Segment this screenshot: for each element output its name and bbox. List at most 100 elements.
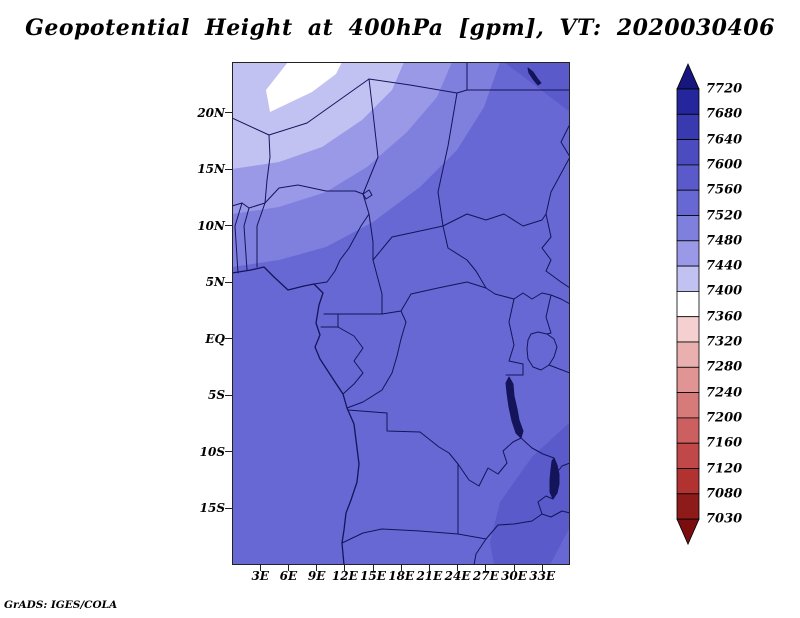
colorbar-label: 7160	[706, 435, 743, 451]
y-axis-label: 5N	[205, 275, 225, 290]
x-axis-label: 27E	[472, 569, 499, 583]
colorbar-segment	[676, 316, 700, 343]
country-border	[243, 207, 250, 271]
map-svg	[232, 62, 570, 565]
colorbar-segment	[676, 442, 700, 469]
colorbar-segment	[676, 88, 700, 115]
colorbar-label: 7440	[706, 258, 743, 274]
y-axis-tick	[225, 168, 232, 170]
y-axis-label: 5S	[207, 388, 225, 403]
colorbar-segment	[676, 341, 700, 368]
colorbar-segment	[676, 366, 700, 393]
country-border	[442, 213, 547, 227]
country-border	[264, 134, 271, 204]
colorbar-label: 7400	[706, 283, 743, 299]
country-border	[234, 202, 243, 274]
country-border	[473, 538, 487, 565]
country-border	[541, 156, 570, 289]
colorbar-label: 7680	[706, 106, 743, 122]
colorbar-svg	[676, 63, 700, 546]
contour-band-7560-7600-southeast	[490, 422, 570, 565]
colorbar-segment	[676, 113, 700, 140]
y-axis-tick	[225, 112, 232, 114]
colorbar-segment	[676, 468, 700, 495]
x-axis-tick	[485, 565, 487, 571]
contour-band-7360-7400	[266, 62, 342, 112]
contour-fill-field	[232, 62, 570, 565]
colorbar-segment	[676, 189, 700, 216]
x-axis-label: 33E	[529, 569, 556, 583]
country-border	[419, 431, 522, 487]
x-axis-tick	[513, 565, 515, 571]
lake-malawi	[549, 457, 560, 500]
lake-victoria	[526, 331, 558, 371]
y-axis-label: 15S	[199, 501, 225, 516]
country-border	[485, 510, 570, 540]
chart-title: Geopotential Height at 400hPa [gpm], VT:…	[25, 15, 775, 41]
country-border	[362, 78, 379, 195]
plot-frame	[232, 62, 570, 565]
y-axis-tick	[225, 338, 232, 340]
colorbar-label: 7080	[706, 486, 743, 502]
x-axis-tick	[316, 565, 318, 571]
country-border	[381, 281, 487, 315]
y-axis-tick	[225, 507, 232, 509]
country-border	[341, 463, 459, 544]
x-axis-tick	[428, 565, 430, 571]
x-axis-tick	[541, 565, 543, 571]
colorbar-label: 7640	[706, 132, 743, 148]
country-border	[545, 294, 552, 335]
country-border	[368, 78, 458, 94]
border-coastline	[232, 266, 360, 565]
colorbar-bottom-arrow	[676, 518, 700, 546]
colorbar-label: 7240	[706, 385, 743, 401]
x-axis-label: 21E	[416, 569, 443, 583]
y-axis-label: 10N	[197, 218, 225, 233]
country-border	[560, 123, 570, 158]
country-border	[485, 287, 570, 305]
colorbar-segment	[676, 392, 700, 419]
country-border	[313, 193, 370, 285]
y-axis-tick	[225, 451, 232, 453]
x-axis-label: 15E	[360, 569, 386, 583]
x-axis-tick	[259, 565, 261, 571]
country-border	[347, 409, 421, 433]
x-axis-tick	[457, 565, 459, 571]
x-axis-tick	[287, 565, 289, 571]
x-axis-label: 3E	[251, 569, 269, 583]
contour-band-7560-7600-northeast	[504, 62, 570, 112]
y-axis-label: 20N	[197, 105, 225, 120]
colorbar-segment	[676, 290, 700, 318]
country-border	[372, 225, 444, 261]
country-border	[508, 298, 515, 362]
country-borders	[232, 62, 570, 565]
x-axis-tick	[344, 565, 346, 571]
y-axis-label: 15N	[197, 162, 225, 177]
colorbar-label: 7280	[706, 359, 743, 375]
colorbar-segment	[676, 493, 700, 520]
country-border	[346, 310, 407, 409]
x-axis-label: 12E	[331, 569, 358, 583]
colorbar-label: 7480	[706, 233, 743, 249]
y-axis-tick	[225, 281, 232, 283]
colorbar-label: 7200	[706, 410, 743, 426]
y-axis-label: EQ	[205, 331, 225, 346]
colorbar-label: 7030	[706, 511, 743, 527]
country-border	[437, 92, 458, 249]
colorbar-label: 7560	[706, 182, 743, 198]
country-border	[537, 495, 554, 515]
lake-nasser	[527, 67, 542, 86]
colorbar-label: 7360	[706, 309, 743, 325]
country-border	[447, 247, 487, 289]
country-border	[256, 202, 266, 268]
lake-chad	[362, 189, 373, 200]
colorbar	[676, 63, 702, 547]
x-axis-label: 24E	[444, 569, 471, 583]
x-axis-tick	[400, 565, 402, 571]
y-axis-tick	[225, 394, 232, 396]
country-border	[306, 78, 370, 124]
contour-band-corner-sliver	[550, 527, 570, 565]
country-border	[548, 364, 570, 374]
country-border	[264, 184, 364, 204]
country-border	[520, 437, 555, 459]
